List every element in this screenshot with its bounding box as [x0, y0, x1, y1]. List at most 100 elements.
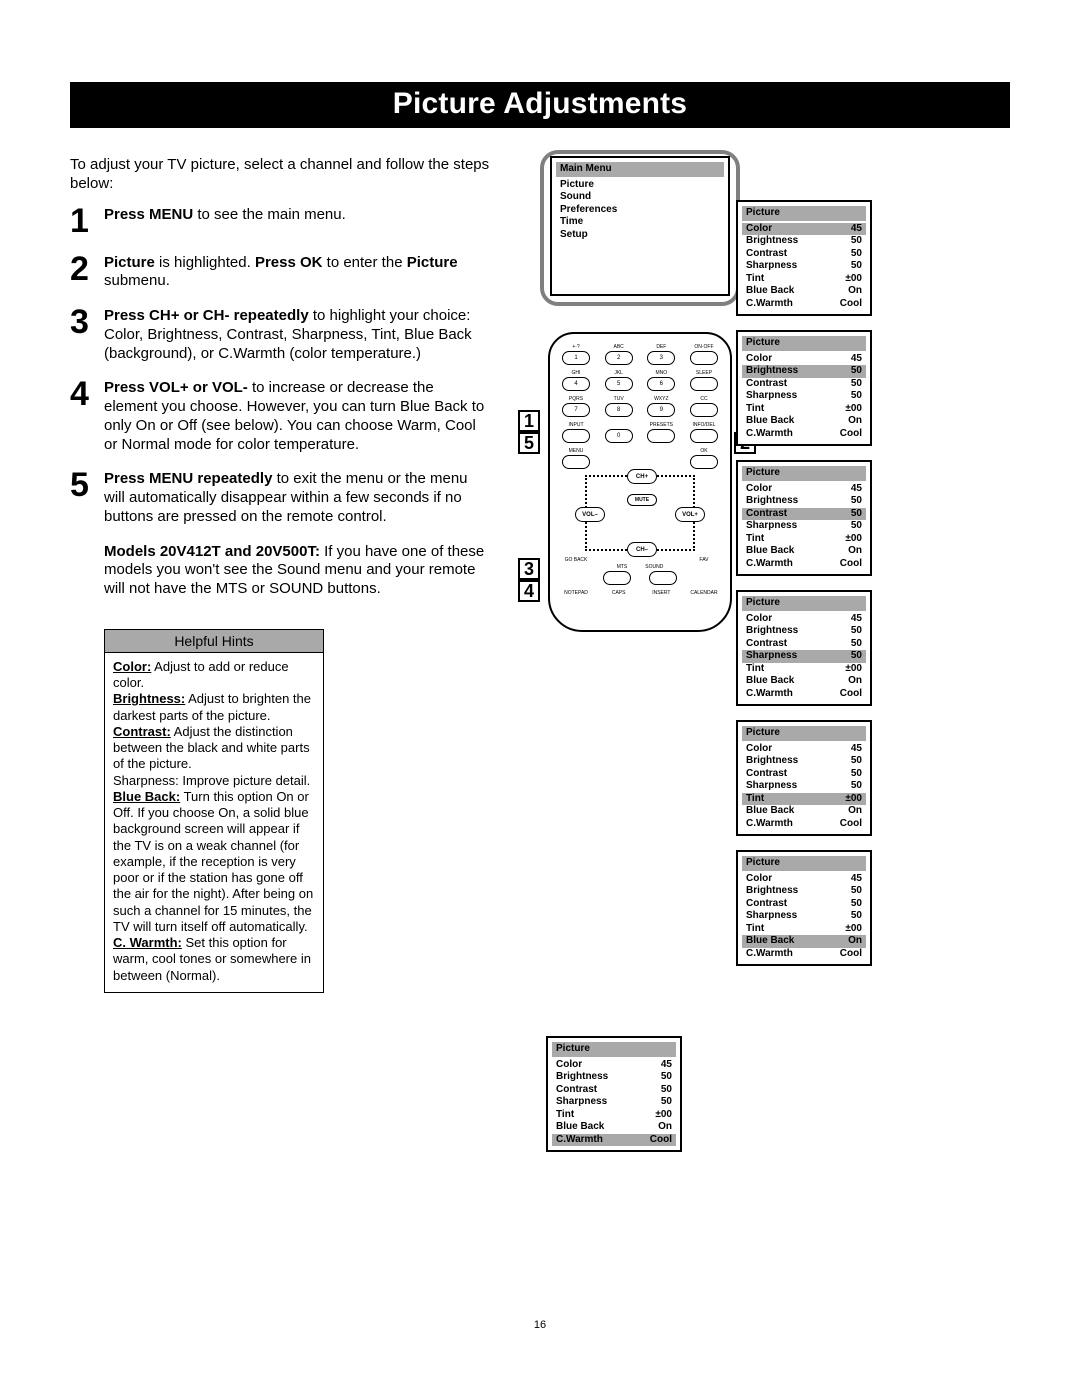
picture-menu-row: Brightness50: [742, 365, 866, 378]
remote-label: [647, 448, 675, 454]
remote-button[interactable]: [690, 429, 718, 443]
picture-menu-row: Brightness50: [742, 235, 866, 248]
remote-label: +·?: [562, 344, 590, 350]
step-number: 1: [70, 204, 104, 238]
picture-menu-row: C.WarmthCool: [742, 818, 866, 831]
picture-menu-row: Sharpness50: [742, 390, 866, 403]
step-number: 2: [70, 252, 104, 292]
remote-control: +·?ABCDEFON·OFF123GHIJKLMNOSLEEP456PQRST…: [548, 332, 732, 632]
step-number: 5: [70, 468, 104, 526]
picture-menu-panel: PictureColor45Brightness50Contrast50Shar…: [546, 1036, 682, 1152]
remote-label: [605, 422, 633, 428]
remote-dpad-right[interactable]: VOL+: [675, 507, 705, 522]
main-menu-header: Main Menu: [556, 162, 724, 177]
hints-header: Helpful Hints: [105, 630, 323, 653]
remote-button[interactable]: 1: [562, 351, 590, 365]
remote-label: [647, 557, 675, 563]
remote-label: PQRS: [562, 396, 590, 402]
remote-label: MNO: [647, 370, 675, 376]
left-column: To adjust your TV picture, select a chan…: [70, 156, 490, 993]
remote-dpad-left[interactable]: VOL–: [575, 507, 605, 522]
remote-button[interactable]: 7: [562, 403, 590, 417]
main-menu-item: Preferences: [556, 204, 724, 217]
remote-button[interactable]: 4: [562, 377, 590, 391]
step-number: 3: [70, 305, 104, 363]
remote-label: NOTEPAD: [562, 590, 590, 596]
remote-oval-button[interactable]: [562, 455, 590, 469]
main-menu-item: Time: [556, 216, 724, 229]
callout-3: 3: [518, 558, 540, 580]
remote-label: MTS: [617, 564, 628, 570]
picture-menu-header: Picture: [742, 206, 866, 221]
remote-label: GHI: [562, 370, 590, 376]
remote-button[interactable]: [690, 403, 718, 417]
remote-button[interactable]: [690, 351, 718, 365]
page-number: 16: [0, 1319, 1080, 1331]
remote-button[interactable]: [647, 429, 675, 443]
remote-dpad-mute[interactable]: MUTE: [627, 494, 657, 506]
remote-label: CALENDAR: [690, 590, 718, 596]
picture-menu-panel: PictureColor45Brightness50Contrast50Shar…: [736, 460, 872, 576]
remote-dpad: CH+CH–VOL–VOL+MUTE: [585, 475, 695, 551]
remote-label: ON·OFF: [690, 344, 718, 350]
remote-oval-button[interactable]: [649, 571, 677, 585]
picture-panels-stack: PictureColor45Brightness50Contrast50Shar…: [736, 200, 872, 980]
remote-button[interactable]: [562, 429, 590, 443]
picture-menu-row: Sharpness50: [742, 780, 866, 793]
remote-label: [605, 448, 633, 454]
step-text: Models 20V412T and 20V500T: If you have …: [104, 541, 490, 599]
remote-label: SOUND: [645, 564, 663, 570]
callout-5: 5: [518, 432, 540, 454]
picture-menu-row: Blue BackOn: [552, 1121, 676, 1134]
picture-menu-row: Blue BackOn: [742, 285, 866, 298]
picture-panel-lower: PictureColor45Brightness50Contrast50Shar…: [546, 1036, 682, 1152]
remote-button[interactable]: 2: [605, 351, 633, 365]
main-menu-item: Picture: [556, 179, 724, 192]
main-menu-item: Sound: [556, 191, 724, 204]
remote-label: SLEEP: [690, 370, 718, 376]
step-text: Press MENU repeatedly to exit the menu o…: [104, 468, 490, 526]
remote-label: ABC: [605, 344, 633, 350]
picture-menu-row: Sharpness50: [742, 260, 866, 273]
remote-button[interactable]: 9: [647, 403, 675, 417]
picture-menu-header: Picture: [742, 466, 866, 481]
picture-menu-row: Brightness50: [742, 755, 866, 768]
picture-menu-row: Tint±00: [742, 403, 866, 416]
remote-button[interactable]: 3: [647, 351, 675, 365]
remote-label: FAV: [690, 557, 718, 563]
picture-menu-header: Picture: [552, 1042, 676, 1057]
picture-menu-row: Tint±00: [742, 663, 866, 676]
remote-label: DEF: [647, 344, 675, 350]
remote-button[interactable]: 8: [605, 403, 633, 417]
remote-label: CAPS: [605, 590, 633, 596]
picture-menu-row: Sharpness50: [552, 1096, 676, 1109]
remote-label: GO BACK: [562, 557, 590, 563]
picture-menu-row: Contrast50: [742, 638, 866, 651]
picture-menu-row: Contrast50: [742, 768, 866, 781]
step-text: Picture is highlighted. Press OK to ente…: [104, 252, 490, 292]
picture-menu-panel: PictureColor45Brightness50Contrast50Shar…: [736, 720, 872, 836]
picture-menu-row: Tint±00: [742, 273, 866, 286]
remote-button[interactable]: 5: [605, 377, 633, 391]
picture-menu-row: Blue BackOn: [742, 675, 866, 688]
remote-oval-button[interactable]: [603, 571, 631, 585]
picture-menu-panel: PictureColor45Brightness50Contrast50Shar…: [736, 330, 872, 446]
remote-button[interactable]: 6: [647, 377, 675, 391]
picture-menu-header: Picture: [742, 336, 866, 351]
picture-menu-row: Blue BackOn: [742, 935, 866, 948]
main-menu-item: Setup: [556, 229, 724, 242]
remote-label: INFO/DEL: [690, 422, 718, 428]
remote-dpad-down[interactable]: CH–: [627, 542, 657, 557]
remote-button[interactable]: 0: [605, 429, 633, 443]
remote-dpad-up[interactable]: CH+: [627, 469, 657, 484]
remote-label: PRESETS: [647, 422, 675, 428]
picture-menu-panel: PictureColor45Brightness50Contrast50Shar…: [736, 850, 872, 966]
step-number: 4: [70, 377, 104, 454]
remote-label: INPUT: [562, 422, 590, 428]
picture-menu-row: Tint±00: [742, 923, 866, 936]
remote-button[interactable]: [690, 377, 718, 391]
remote-oval-button[interactable]: [690, 455, 718, 469]
picture-menu-row: Sharpness50: [742, 520, 866, 533]
picture-menu-row: Brightness50: [552, 1071, 676, 1084]
right-column: Main MenuPictureSoundPreferencesTimeSetu…: [524, 156, 1010, 993]
